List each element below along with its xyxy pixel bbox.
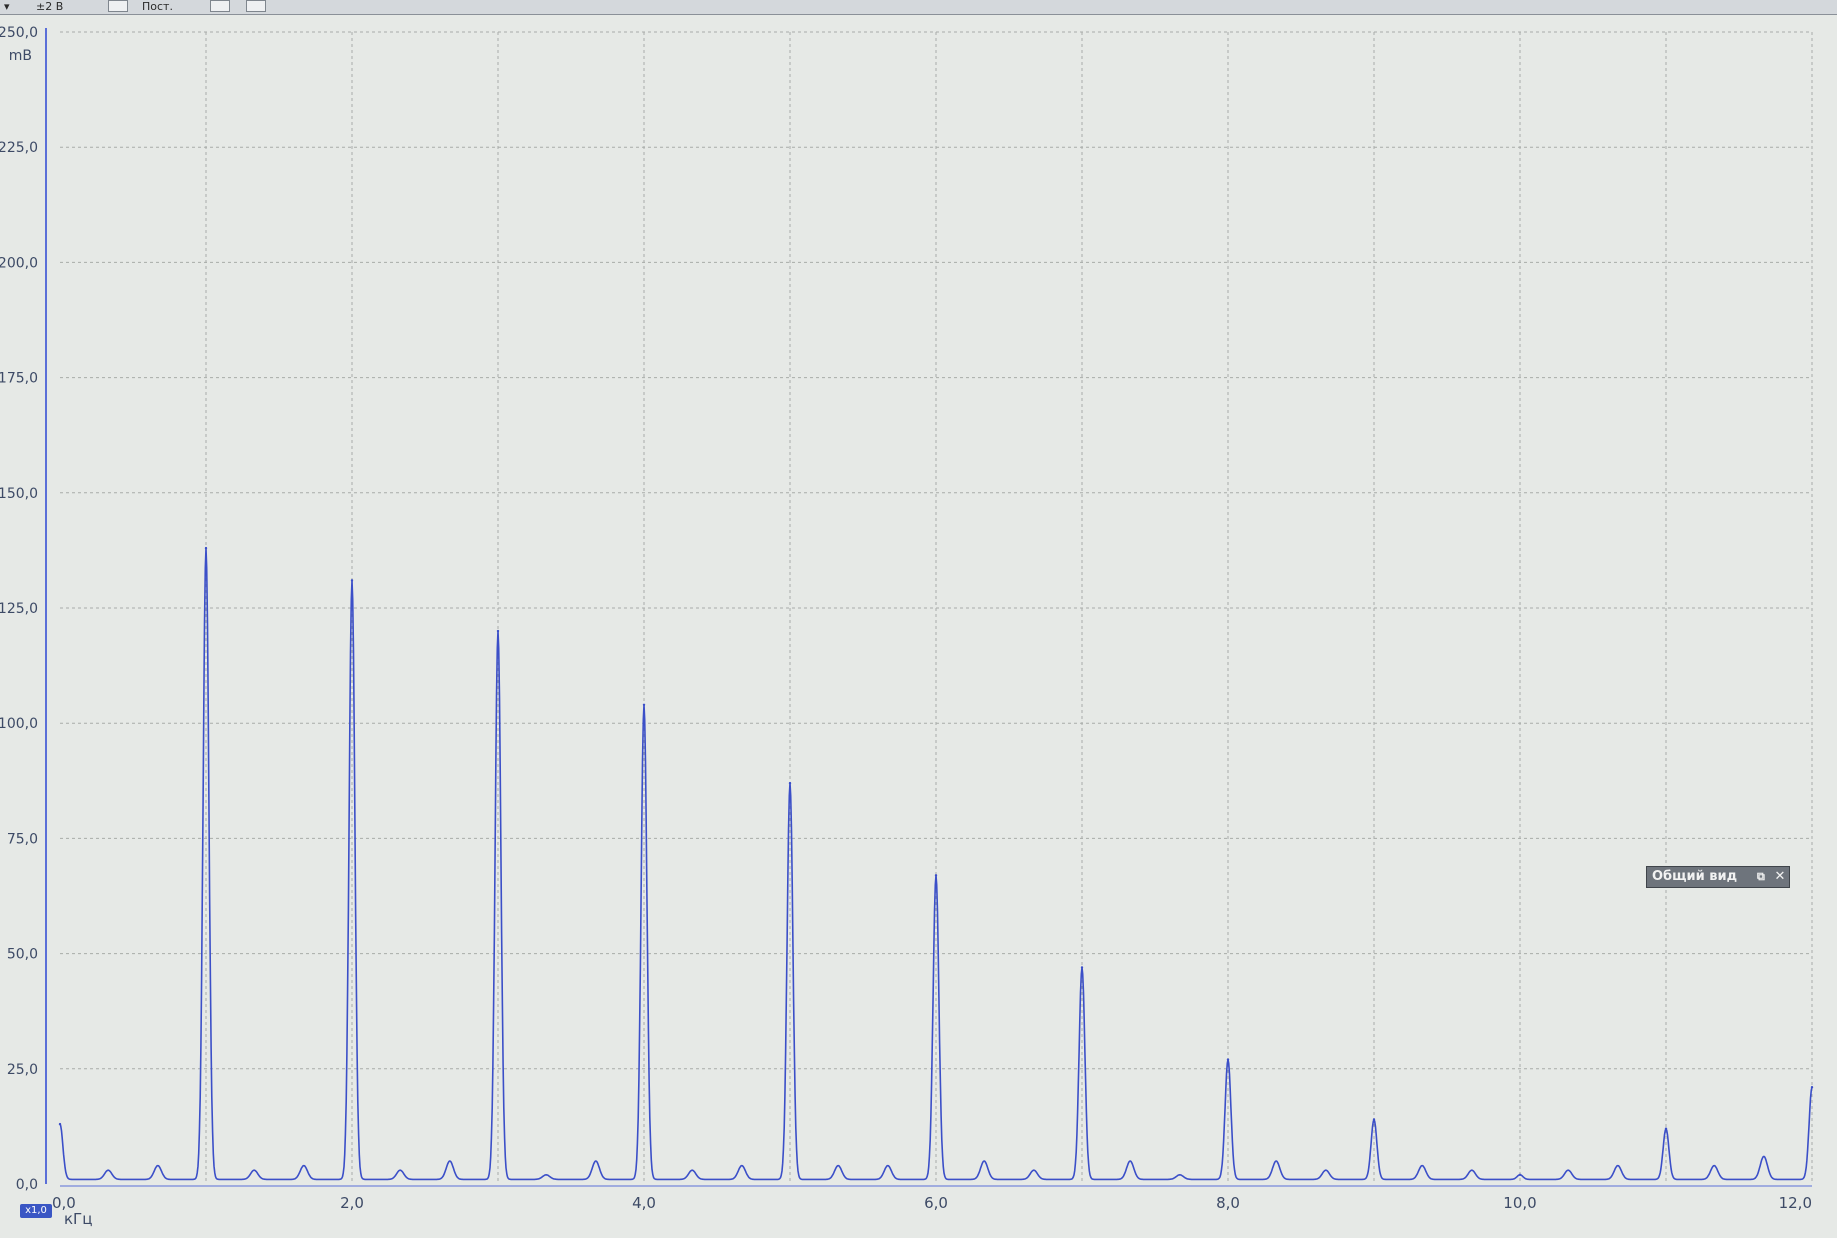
harmonic-peak (1080, 966, 1084, 969)
axis-units: mB кГц (9, 48, 93, 1228)
axes (45, 28, 1812, 1187)
close-icon[interactable]: ✕ (1774, 869, 1786, 884)
toolbar-button[interactable] (246, 0, 266, 12)
range-dropdown-button[interactable] (108, 0, 128, 12)
y-unit-label: mB (9, 48, 32, 64)
restore-icon[interactable]: ⧉ (1757, 870, 1765, 883)
x-tick-label: 6,0 (924, 1194, 948, 1212)
harmonic-peak (58, 1122, 62, 1126)
harmonic-peak (788, 781, 792, 785)
y-tick-label: 25,0 (7, 1062, 38, 1078)
harmonic-peak (496, 629, 500, 633)
overview-panel[interactable]: Общий вид ⧉ ✕ (1646, 866, 1790, 888)
grid (60, 31, 1813, 1184)
range-label[interactable]: ±2 В (36, 0, 64, 13)
y-tick-label: 125,0 (0, 601, 38, 617)
harmonic-peak (1372, 1118, 1376, 1121)
x-tick-label: 10,0 (1503, 1194, 1536, 1212)
harmonic-peak (1810, 1086, 1814, 1089)
tick-labels: 0,0 25,0 50,0 75,0 100,0 125,0 150,0 175,0 200,0… (0, 25, 1812, 1212)
x-tick-label: 4,0 (632, 1194, 656, 1212)
overview-panel-title: Общий вид (1652, 869, 1738, 884)
mode-label[interactable]: Пост. (142, 0, 173, 13)
toolbar: ▾ ±2 В Пост. (0, 0, 1837, 15)
y-tick-label: 0,0 (16, 1177, 38, 1193)
harmonic-peak (1664, 1127, 1668, 1130)
harmonic-peak (642, 703, 646, 706)
harmonic-peaks (58, 546, 1814, 1176)
zoom-badge[interactable]: x1,0 (20, 1204, 52, 1218)
harmonic-peak (1226, 1058, 1230, 1061)
y-tick-label: 225,0 (0, 140, 38, 156)
y-tick-label: 250,0 (0, 25, 38, 41)
y-tick-label: 50,0 (7, 947, 38, 963)
x-tick-label: 2,0 (340, 1194, 364, 1212)
mode-dropdown-button[interactable] (210, 0, 230, 12)
harmonic-peak (350, 579, 354, 582)
harmonic-peak (1518, 1173, 1522, 1176)
toolbar-icon[interactable]: ▾ (4, 0, 10, 13)
x-tick-label: 12,0 (1779, 1194, 1812, 1212)
harmonic-peak (934, 874, 938, 877)
y-tick-label: 75,0 (7, 831, 38, 847)
y-tick-label: 150,0 (0, 486, 38, 502)
x-tick-label: 0,0 (52, 1194, 76, 1212)
x-unit-label: кГц (64, 1210, 92, 1228)
y-tick-label: 100,0 (0, 716, 38, 732)
y-tick-label: 175,0 (0, 371, 38, 387)
y-tick-label: 200,0 (0, 255, 38, 271)
harmonic-peak (204, 546, 208, 550)
x-tick-label: 8,0 (1216, 1194, 1240, 1212)
